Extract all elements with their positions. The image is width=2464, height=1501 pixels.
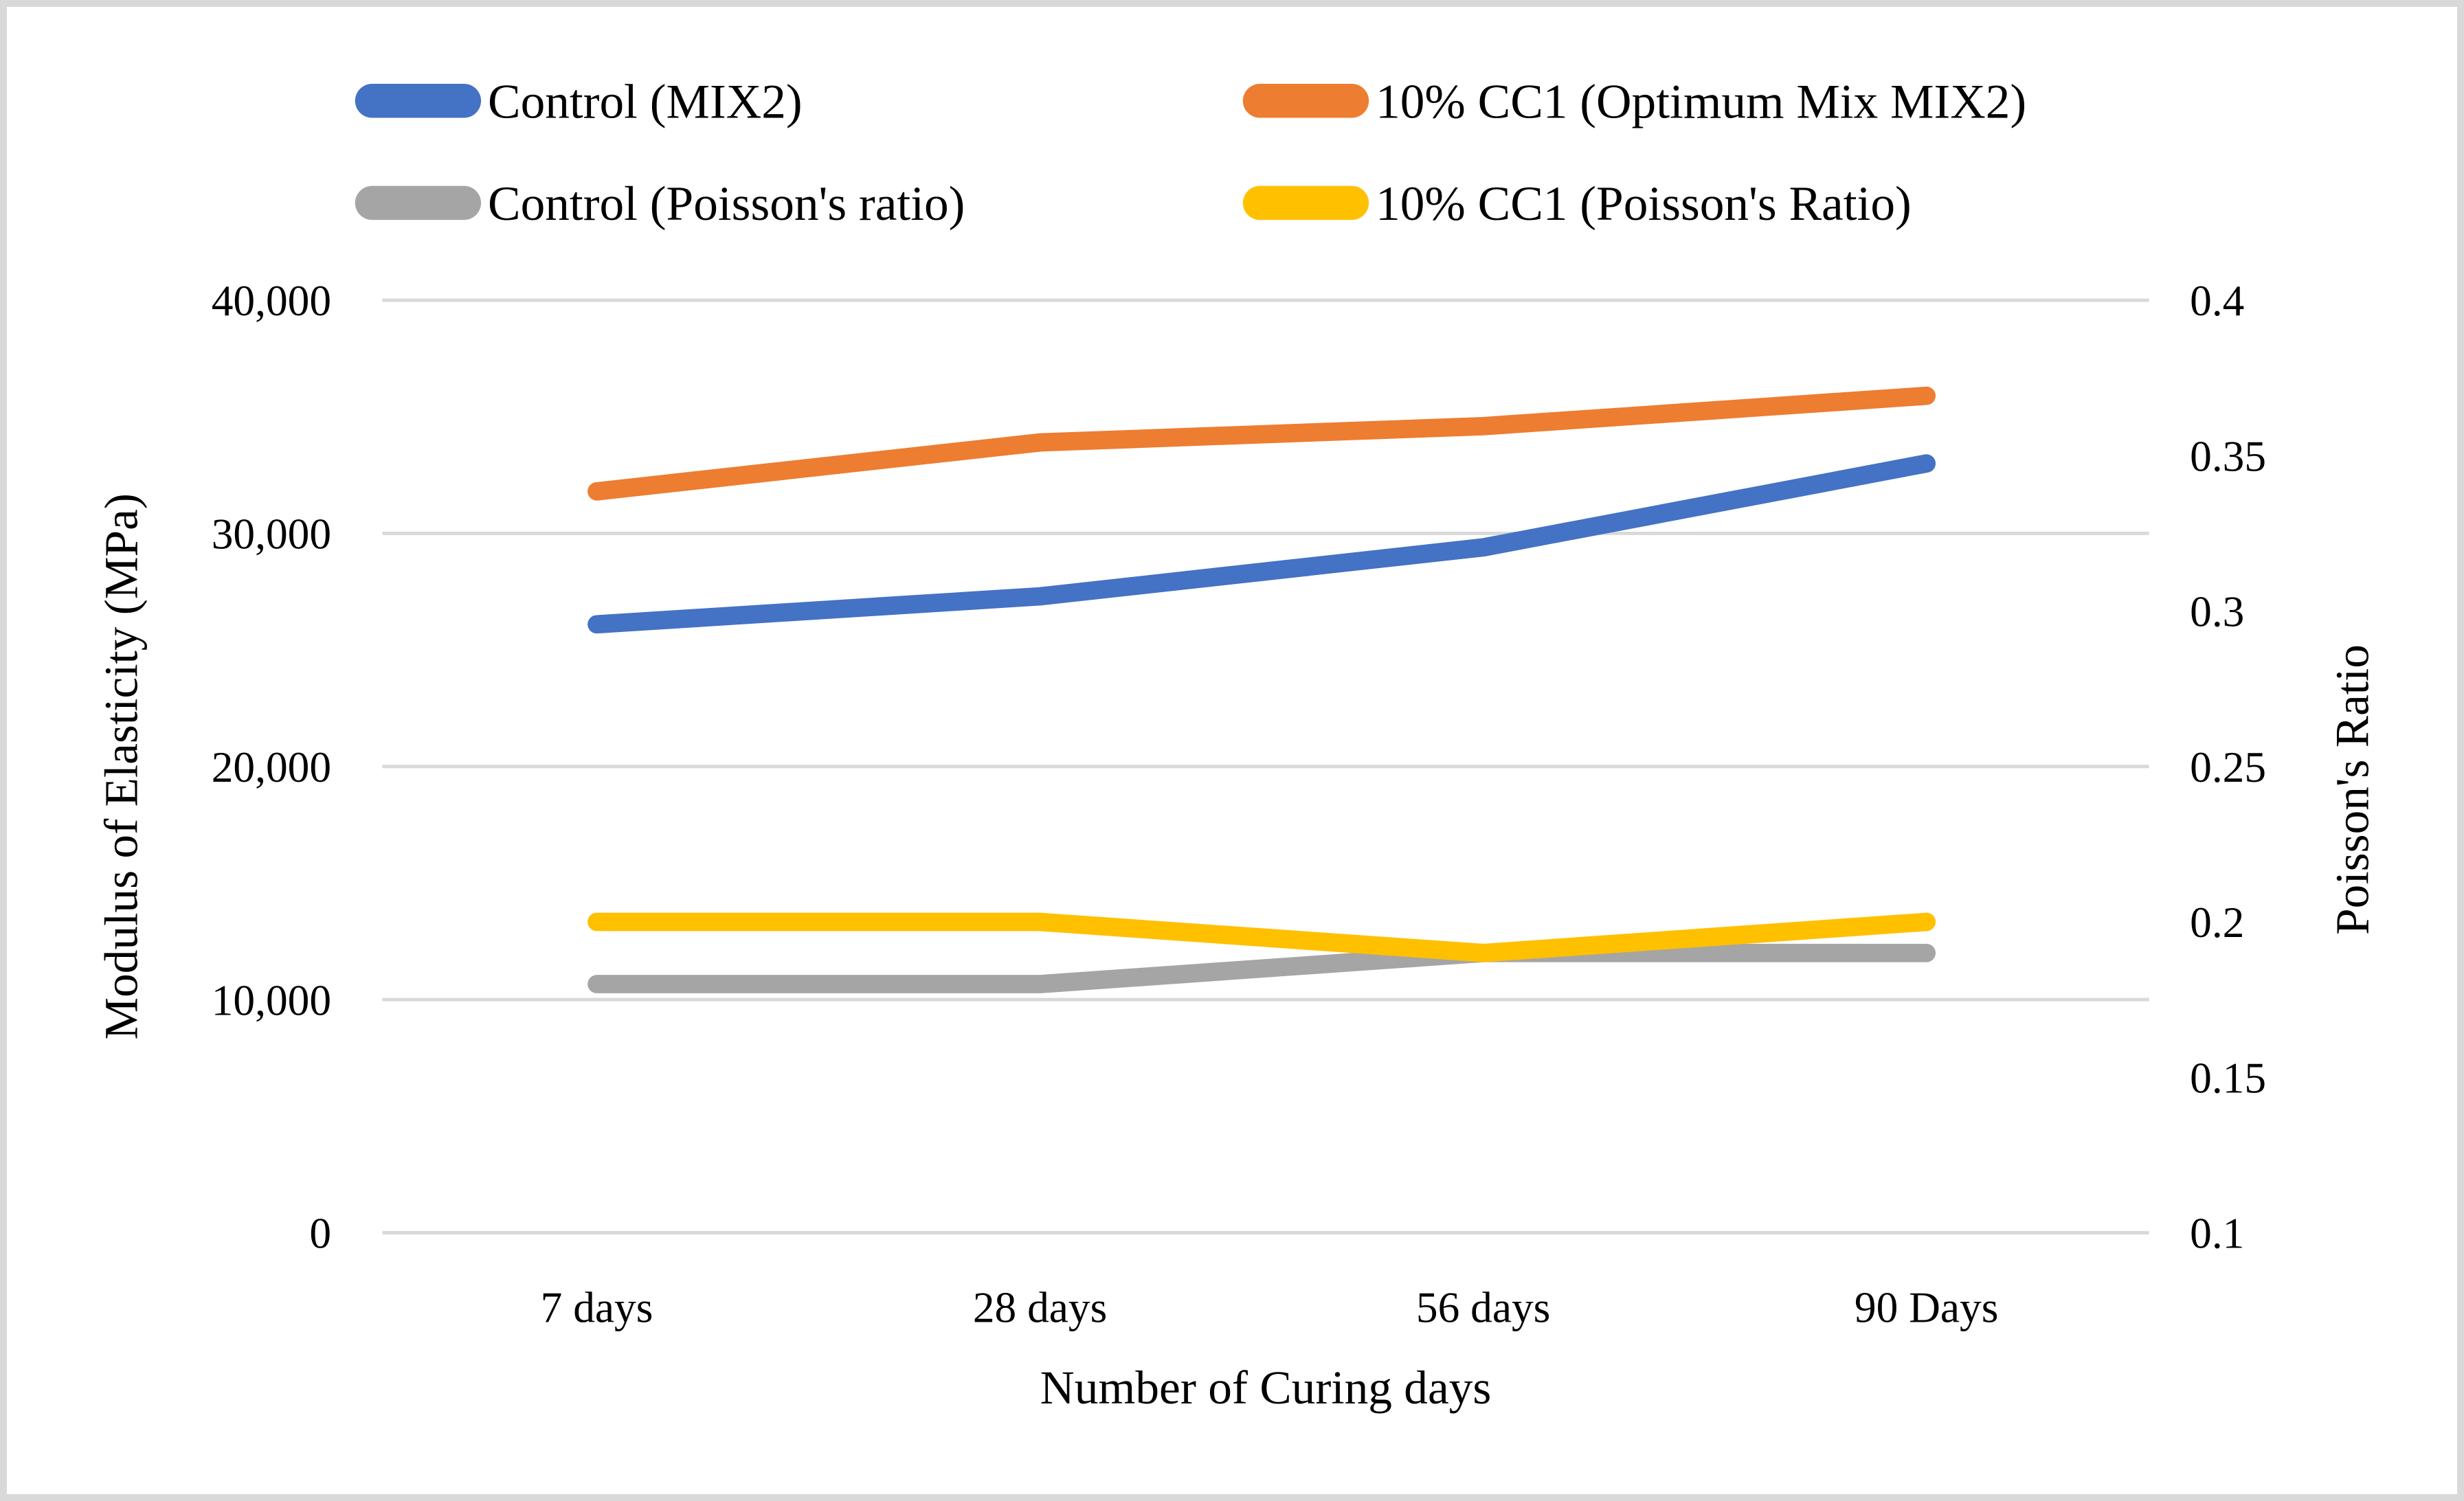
line-chart: 40,000 30,000 20,000 10,000 0 0.4 0.35 0.3 0.25 0… xyxy=(96,75,2379,1415)
right-axis-tick-label: 0.1 xyxy=(2190,1209,2244,1258)
left-axis-tick-label: 30,000 xyxy=(212,510,331,558)
right-axis-tick-label: 0.3 xyxy=(2190,587,2244,636)
legend-swatch-icon xyxy=(1242,185,1369,221)
series-line-3 xyxy=(587,943,1936,993)
x-axis-tick-label: 28 days xyxy=(973,1283,1107,1331)
legend-item-label: 10% CC1 (Optimum Mix MIX2) xyxy=(1376,75,2026,129)
legend-swatch-icon xyxy=(1242,83,1369,118)
legend-swatch-icon xyxy=(355,83,482,118)
legend-item-label: Control (Poisson's ratio) xyxy=(488,177,965,231)
left-axis-title: Modulus of Elasticity (MPa) xyxy=(96,493,148,1039)
series-line-4 xyxy=(587,912,1936,962)
right-axis-tick-label: 0.15 xyxy=(2190,1053,2266,1102)
right-axis-tick-label: 0.2 xyxy=(2190,898,2244,947)
x-axis-title: Number of Curing days xyxy=(1040,1362,1492,1414)
x-axis-tick-label: 56 days xyxy=(1416,1283,1550,1331)
right-axis-tick-label: 0.4 xyxy=(2190,276,2244,325)
left-axis-tick-label: 40,000 xyxy=(212,276,331,325)
x-axis-tick-label: 90 Days xyxy=(1855,1283,1999,1331)
legend-item-label: Control (MIX2) xyxy=(488,75,803,129)
right-axis-tick-label: 0.35 xyxy=(2190,431,2266,480)
left-axis-tick-label: 10,000 xyxy=(212,975,331,1024)
right-axis-title: Poisson's Ratio xyxy=(2327,644,2379,935)
legend-swatch-icon xyxy=(355,185,482,221)
right-axis-tick-label: 0.25 xyxy=(2190,743,2266,791)
left-axis-tick-label: 0 xyxy=(309,1209,331,1258)
x-axis-tick-label: 7 days xyxy=(541,1283,653,1331)
legend-item-label: 10% CC1 (Poisson's Ratio) xyxy=(1376,177,1912,231)
series-line-2 xyxy=(587,386,1936,501)
left-axis-tick-label: 20,000 xyxy=(212,743,331,791)
series-line-1 xyxy=(587,454,1936,634)
